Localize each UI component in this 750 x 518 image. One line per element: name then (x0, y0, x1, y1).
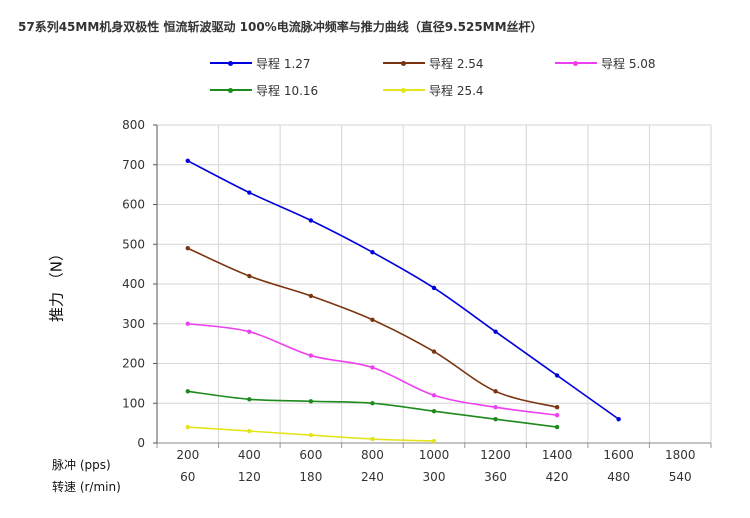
x-tick-label-pps: 600 (299, 448, 322, 462)
x-tick-label-pps: 1400 (542, 448, 573, 462)
series-lines (185, 158, 621, 444)
data-point (247, 273, 252, 279)
legend-swatch (555, 60, 597, 66)
data-point (493, 389, 498, 394)
chart-legend: 导程 1.27 导程 2.54 导程 5.08 导程 10.16 导程 25.4 (0, 0, 750, 110)
legend-label: 导程 2.54 (429, 56, 484, 71)
data-point (247, 190, 252, 195)
x-tick-label-pps: 1600 (603, 448, 634, 462)
data-point (185, 389, 190, 394)
data-point (431, 349, 437, 354)
data-point (431, 393, 437, 398)
data-point (493, 416, 498, 422)
y-tick-label: 500 (122, 237, 145, 251)
series-line (187, 247, 558, 408)
y-tick-label: 100 (122, 396, 145, 410)
series-line (187, 390, 558, 428)
data-point (554, 412, 560, 418)
data-point (247, 329, 252, 334)
x-tick-label-pps: 1000 (419, 448, 450, 462)
data-point (308, 399, 314, 404)
y-tick-label: 600 (122, 198, 145, 212)
x-tick-label-speed: 360 (484, 470, 507, 484)
data-point (370, 317, 375, 322)
chart-title: 57系列45MM机身双极性 恒流斩波驱动 100%电流脉冲频率与推力曲线（直径9… (18, 20, 543, 34)
data-point (185, 158, 190, 163)
grid-lines (157, 124, 712, 443)
x-tick-label-pps: 1800 (665, 448, 696, 462)
legend-swatch (383, 60, 425, 66)
data-point (554, 373, 560, 378)
legend-marker (228, 60, 233, 66)
x-tick-label-speed: 300 (423, 470, 446, 484)
y-tick-label: 400 (122, 277, 145, 291)
legend-swatch (210, 60, 252, 66)
y-axis-label: 推力 （N） (47, 246, 66, 322)
legend-marker (401, 87, 406, 93)
y-tick-label: 800 (122, 118, 145, 132)
y-tick-label: 200 (122, 357, 145, 371)
legend-item: 导程 5.08 (555, 56, 656, 71)
data-point (308, 218, 314, 223)
legend-swatch (383, 87, 425, 93)
x-tick-label-speed: 60 (180, 470, 195, 484)
legend-label: 导程 5.08 (601, 56, 656, 71)
data-point (493, 405, 498, 410)
data-point (247, 428, 252, 434)
data-point (185, 424, 190, 430)
x-tick-label-speed: 120 (238, 470, 261, 484)
x-tick-label-pps: 1200 (480, 448, 511, 462)
legend-item: 导程 1.27 (210, 56, 311, 71)
x-tick-label-speed: 240 (361, 470, 384, 484)
data-point (308, 353, 314, 358)
y-tick-label: 0 (137, 436, 145, 450)
series-line (187, 160, 620, 420)
data-point (616, 416, 621, 422)
data-point (493, 329, 498, 334)
x-tick-label-pps: 800 (361, 448, 384, 462)
data-point (370, 250, 375, 255)
x-tick-label-pps: 200 (176, 448, 199, 462)
legend-swatch (210, 87, 252, 93)
legend-item: 导程 10.16 (210, 83, 319, 98)
data-point (554, 405, 560, 410)
tick-labels: 0 100 200 300 400 500 600 700 800 200 400 600 800 100… (122, 118, 695, 484)
data-point (431, 285, 437, 291)
legend-marker (573, 60, 578, 66)
x-tick-label-speed: 180 (299, 470, 322, 484)
data-point (185, 246, 190, 251)
data-point (370, 436, 375, 442)
y-tick-label: 300 (122, 317, 145, 331)
data-point (431, 438, 437, 444)
data-point (308, 293, 314, 299)
legend-label: 导程 25.4 (429, 83, 484, 98)
legend-label: 导程 1.27 (256, 56, 311, 71)
y-tick-label: 700 (122, 158, 145, 172)
data-point (185, 321, 190, 326)
x-tick-label-speed: 480 (607, 470, 630, 484)
x-tick-label-pps: 400 (238, 448, 261, 462)
legend-marker (228, 87, 233, 93)
x-row2-label: 转速 (r/min) (52, 480, 121, 494)
legend-item: 导程 25.4 (383, 83, 484, 98)
x-tick-label-speed: 540 (669, 470, 692, 484)
data-point (370, 365, 375, 370)
legend-item: 导程 2.54 (383, 56, 484, 71)
legend-label: 导程 10.16 (256, 83, 319, 98)
data-point (431, 409, 437, 414)
data-point (247, 397, 252, 402)
data-point (370, 401, 375, 406)
data-point (308, 432, 314, 438)
legend-marker (401, 60, 406, 66)
x-row1-label: 脉冲 (pps) (52, 458, 111, 472)
x-tick-label-speed: 420 (546, 470, 569, 484)
data-point (554, 424, 560, 430)
